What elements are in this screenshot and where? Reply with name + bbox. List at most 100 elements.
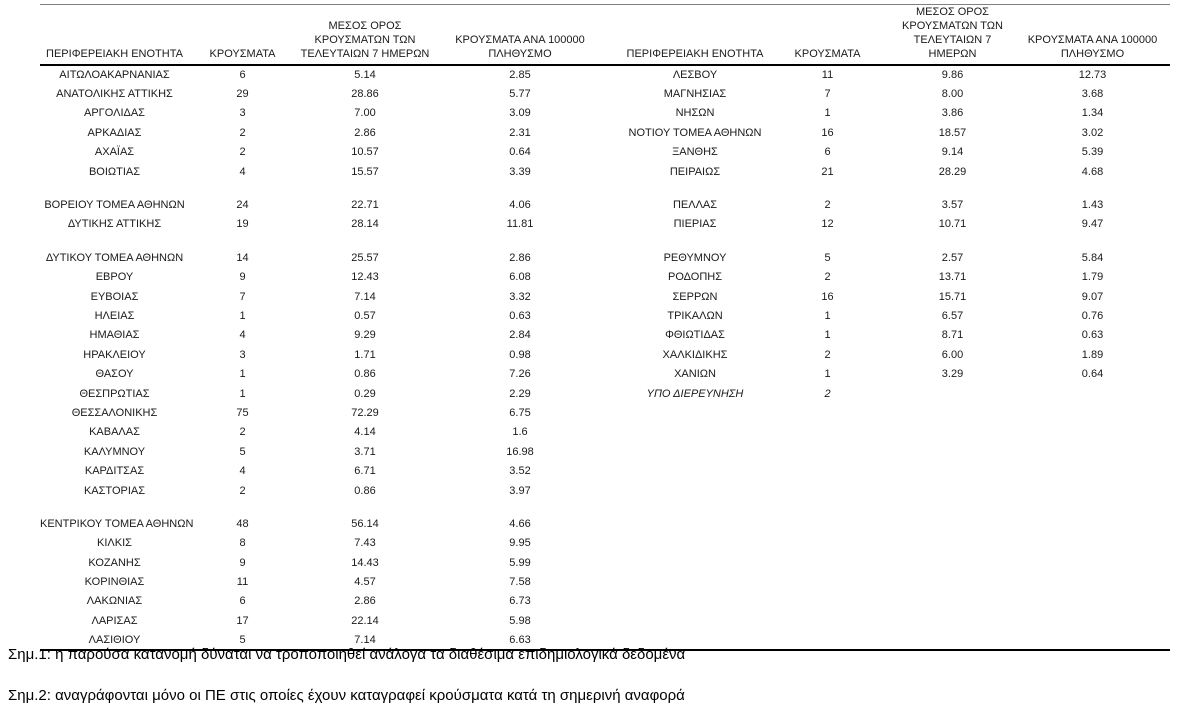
cell-per100k-left: 7.26 <box>509 368 531 381</box>
cell-region-left: ΗΛΕΙΑΣ <box>94 309 135 322</box>
cell-region-right: ΣΕΡΡΩΝ <box>672 290 718 303</box>
cell-per100k-right: 0.76 <box>1081 309 1104 322</box>
cell-cases-left: 3 <box>239 107 246 120</box>
column-gap <box>606 572 625 591</box>
cell-avg7-left: 7.43 <box>354 537 376 550</box>
cell-cases-right: 6 <box>824 146 831 159</box>
cell-per100k-right <box>1015 631 1170 650</box>
column-gap <box>606 287 625 306</box>
cell-per100k-left: 6.08 <box>509 271 531 284</box>
column-gap <box>606 195 625 214</box>
cell-region-left: ΛΑΚΩΝΙΑΣ <box>86 595 143 608</box>
cell-region-left: ΗΡΑΚΛΕΙΟΥ <box>83 348 146 361</box>
cell-cases-right: 16 <box>821 290 834 303</box>
header-cases-right: ΚΡΟΥΣΜΑΤΑ <box>765 4 890 66</box>
cell-avg7-left: 22.14 <box>351 614 379 627</box>
cell-per100k-right <box>1015 514 1170 533</box>
cell-avg7-right <box>890 423 1015 442</box>
cell-avg7-right: 6.00 <box>941 348 964 361</box>
cell-per100k-left: 6.63 <box>509 633 531 646</box>
cell-cases-left: 9 <box>239 556 246 569</box>
column-gap <box>606 534 625 553</box>
cell-region-right <box>625 403 765 422</box>
column-gap <box>606 215 625 234</box>
cell-cases-right: 21 <box>821 165 834 178</box>
cell-avg7-left: 7.00 <box>354 107 376 120</box>
cell-per100k-left: 3.52 <box>509 465 531 478</box>
cell-cases-left: 1 <box>239 387 246 400</box>
cell-region-left: ΚΙΛΚΙΣ <box>97 537 132 550</box>
column-gap <box>606 442 625 461</box>
cell-region-right: ΡΟΔΟΠΗΣ <box>667 271 723 284</box>
cell-avg7-right: 3.86 <box>941 107 964 120</box>
cell-region-left: ΔΥΤΙΚΟΥ ΤΟΜΕΑ ΑΘΗΝΩΝ <box>45 251 184 264</box>
cell-avg7-left: 14.43 <box>351 556 379 569</box>
table-row: ΑΧΑΪΑΣ 2 10.57 0.64 ΞΑΝΘΗΣ 6 9.14 5.39 <box>40 143 1170 162</box>
column-gap <box>606 84 625 103</box>
cell-region-left: ΚΑΒΑΛΑΣ <box>89 426 140 439</box>
cell-cases-right: 2 <box>824 387 831 400</box>
cell-cases-left: 2 <box>239 126 246 139</box>
cell-per100k-left: 4.06 <box>509 199 531 212</box>
cell-per100k-right <box>1015 384 1170 403</box>
cell-avg7-left: 4.14 <box>354 426 376 439</box>
cell-cases-right: 1 <box>824 107 831 120</box>
cell-region-right <box>625 592 765 611</box>
table-row: ΚΟΡΙΝΘΙΑΣ 11 4.57 7.58 <box>40 572 1170 591</box>
cell-per100k-right <box>1015 423 1170 442</box>
cell-per100k-left: 16.98 <box>506 445 534 458</box>
footnote-1: Σημ.1: η παρούσα κατανομή δύναται να τρο… <box>8 646 686 663</box>
column-gap <box>606 306 625 325</box>
table-row: ΑΡΓΟΛΙΔΑΣ 3 7.00 3.09 ΝΗΣΩΝ 1 3.86 1.34 <box>40 104 1170 123</box>
cell-cases-right <box>765 534 890 553</box>
spacer-row <box>40 234 1170 248</box>
table-row: ΑΡΚΑΔΙΑΣ 2 2.86 2.31 ΝΟΤΙΟΥ ΤΟΜΕΑ ΑΘΗΝΩΝ… <box>40 123 1170 142</box>
cell-per100k-left: 7.58 <box>509 576 531 589</box>
cell-cases-right <box>765 481 890 500</box>
column-gap <box>606 248 625 267</box>
cell-cases-right <box>765 403 890 422</box>
cell-avg7-left: 0.29 <box>354 387 376 400</box>
cell-region-right: ΦΘΙΩΤΙΔΑΣ <box>665 329 725 342</box>
cell-region-right: ΜΑΓΝΗΣΙΑΣ <box>663 88 727 101</box>
cell-avg7-right <box>890 442 1015 461</box>
cell-cases-left: 9 <box>239 271 246 284</box>
cell-cases-right <box>765 423 890 442</box>
cell-cases-right <box>765 592 890 611</box>
cell-cases-right <box>765 631 890 650</box>
cell-region-left: ΚΑΣΤΟΡΙΑΣ <box>83 484 146 497</box>
table-row: ΛΑΡΙΣΑΣ 17 22.14 5.98 <box>40 611 1170 630</box>
column-gap <box>606 611 625 630</box>
table-body: ΑΙΤΩΛΟΑΚΑΡΝΑΝΙΑΣ 6 5.14 2.85 ΛΕΣΒΟΥ 11 9… <box>40 65 1170 650</box>
table-row: ΚΑΒΑΛΑΣ 2 4.14 1.6 <box>40 423 1170 442</box>
table-row: ΚΑΡΔΙΤΣΑΣ 4 6.71 3.52 <box>40 461 1170 480</box>
column-gap <box>606 384 625 403</box>
cell-avg7-right: 2.57 <box>941 251 964 264</box>
cell-per100k-right: 1.79 <box>1081 271 1104 284</box>
table-row: ΔΥΤΙΚΟΥ ΤΟΜΕΑ ΑΘΗΝΩΝ 14 25.57 2.86 ΡΕΘΥΜ… <box>40 248 1170 267</box>
spacer-cell <box>40 234 1170 248</box>
cell-per100k-right <box>1015 442 1170 461</box>
cell-per100k-left: 3.97 <box>509 484 531 497</box>
header-row: ΠΕΡΙΦΕΡΕΙΑΚΗ ΕΝΟΤΗΤΑ ΚΡΟΥΣΜΑΤΑ ΜΕΣΟΣ ΟΡΟ… <box>40 4 1170 66</box>
cell-per100k-left: 5.99 <box>509 556 531 569</box>
cell-per100k-left: 11.81 <box>506 218 534 231</box>
cell-region-left: ΑΧΑΪΑΣ <box>94 146 135 159</box>
cell-region-left: ΗΜΑΘΙΑΣ <box>89 329 140 342</box>
cell-cases-right: 12 <box>821 218 834 231</box>
cell-cases-right <box>765 553 890 572</box>
header-region-right: ΠΕΡΙΦΕΡΕΙΑΚΗ ΕΝΟΤΗΤΑ <box>625 4 765 66</box>
column-gap <box>606 514 625 533</box>
cell-region-left: ΚΟΡΙΝΘΙΑΣ <box>84 576 145 589</box>
cell-cases-right: 5 <box>824 251 831 264</box>
cell-avg7-right <box>890 514 1015 533</box>
cell-avg7-left: 10.57 <box>351 146 379 159</box>
cell-region-right: ΝΗΣΩΝ <box>675 107 715 120</box>
cell-cases-left: 17 <box>236 614 249 627</box>
cell-per100k-left: 3.39 <box>509 165 531 178</box>
cell-cases-left: 48 <box>236 517 249 530</box>
column-gap <box>606 364 625 383</box>
cell-per100k-left: 9.95 <box>509 537 531 550</box>
cell-region-left: ΘΕΣΠΡΩΤΙΑΣ <box>79 387 150 400</box>
header-per100k-left: ΚΡΟΥΣΜΑΤΑ ΑΝΑ 100000 ΠΛΗΘΥΣΜΟ <box>434 4 606 66</box>
